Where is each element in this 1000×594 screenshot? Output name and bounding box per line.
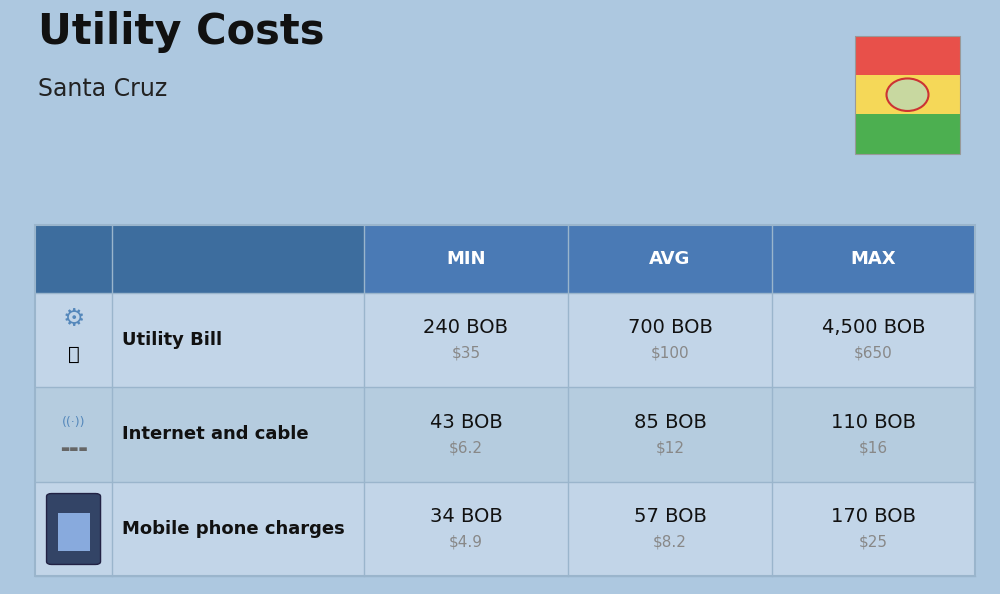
Text: 110 BOB: 110 BOB xyxy=(831,413,916,432)
Text: ((·)): ((·)) xyxy=(62,416,85,429)
Text: Santa Cruz: Santa Cruz xyxy=(38,77,167,100)
Text: MIN: MIN xyxy=(446,249,486,268)
Text: 57 BOB: 57 BOB xyxy=(634,507,706,526)
Text: $4.9: $4.9 xyxy=(449,535,483,549)
Text: $650: $650 xyxy=(854,346,893,361)
Text: MAX: MAX xyxy=(851,249,896,268)
Text: $35: $35 xyxy=(451,346,481,361)
Text: 🔌: 🔌 xyxy=(68,345,79,364)
Bar xyxy=(855,36,960,154)
Bar xyxy=(855,115,960,154)
Text: $16: $16 xyxy=(859,440,888,455)
Text: ⚙: ⚙ xyxy=(62,307,85,331)
Text: $6.2: $6.2 xyxy=(449,440,483,455)
Text: 43 BOB: 43 BOB xyxy=(430,413,502,432)
Text: 4,500 BOB: 4,500 BOB xyxy=(822,318,925,337)
Text: $8.2: $8.2 xyxy=(653,535,687,549)
Text: 240 BOB: 240 BOB xyxy=(423,318,508,337)
Text: Utility Costs: Utility Costs xyxy=(38,11,324,53)
Ellipse shape xyxy=(887,78,928,111)
FancyBboxPatch shape xyxy=(47,494,101,564)
Text: $25: $25 xyxy=(859,535,888,549)
Bar xyxy=(855,75,960,115)
Text: 700 BOB: 700 BOB xyxy=(628,318,712,337)
Bar xyxy=(35,293,975,387)
Text: 85 BOB: 85 BOB xyxy=(634,413,706,432)
Bar xyxy=(35,387,975,482)
Text: Utility Bill: Utility Bill xyxy=(122,331,222,349)
Text: 34 BOB: 34 BOB xyxy=(430,507,502,526)
Text: 170 BOB: 170 BOB xyxy=(831,507,916,526)
Text: $100: $100 xyxy=(651,346,689,361)
Text: Internet and cable: Internet and cable xyxy=(122,425,309,444)
Text: Mobile phone charges: Mobile phone charges xyxy=(122,520,345,538)
Bar xyxy=(58,513,90,551)
Bar xyxy=(35,225,975,576)
Text: $12: $12 xyxy=(655,440,684,455)
Bar xyxy=(35,482,975,576)
Text: ▬▬▬: ▬▬▬ xyxy=(60,444,87,454)
Bar xyxy=(855,36,960,75)
Text: AVG: AVG xyxy=(649,249,691,268)
Bar xyxy=(35,225,975,293)
Bar xyxy=(35,225,364,293)
